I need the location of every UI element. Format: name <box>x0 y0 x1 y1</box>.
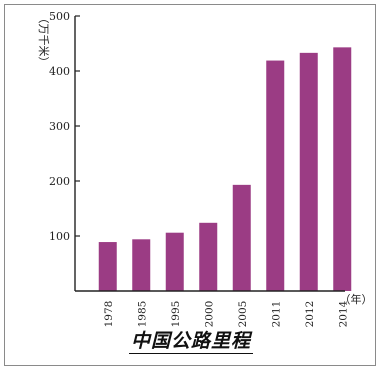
x-tick-label-2000: 2000 <box>203 301 215 328</box>
bar-2005 <box>232 184 251 291</box>
axes-group <box>74 16 345 292</box>
x-tick-label-2011: 2011 <box>270 301 282 328</box>
bars-group <box>98 47 352 291</box>
x-tick-label-1995: 1995 <box>170 301 182 328</box>
y-axis-unit-label: （万千米） <box>37 13 50 68</box>
bar-2000 <box>199 222 218 291</box>
y-tick-label: 200 <box>49 175 70 188</box>
bar-1985 <box>132 239 151 291</box>
x-tick-label-2012: 2012 <box>304 301 316 328</box>
bar-2012 <box>299 52 318 291</box>
x-tick-label-2014: 2014 <box>337 300 349 327</box>
x-labels-group: 1978 1985 1995 2000 2005 2011 2012 2014 <box>103 300 350 327</box>
x-axis-unit-label: （年） <box>340 292 373 306</box>
bar-2011 <box>266 60 285 291</box>
chart-title: 中国公路里程 <box>0 326 382 354</box>
y-ticks-group: 100 200 300 400 500 <box>49 10 80 243</box>
x-tick-label-2005: 2005 <box>237 301 249 328</box>
x-tick-label-1978: 1978 <box>103 301 115 328</box>
bar-1978 <box>98 242 117 291</box>
y-tick-label: 500 <box>49 10 70 23</box>
y-tick-label: 400 <box>49 65 70 78</box>
y-tick-label: 100 <box>49 230 70 243</box>
chart-title-text: 中国公路里程 <box>128 330 253 354</box>
y-tick-label: 300 <box>49 120 70 133</box>
x-tick-label-1985: 1985 <box>136 301 148 328</box>
bar-1995 <box>165 232 184 291</box>
bar-2014 <box>333 47 352 291</box>
